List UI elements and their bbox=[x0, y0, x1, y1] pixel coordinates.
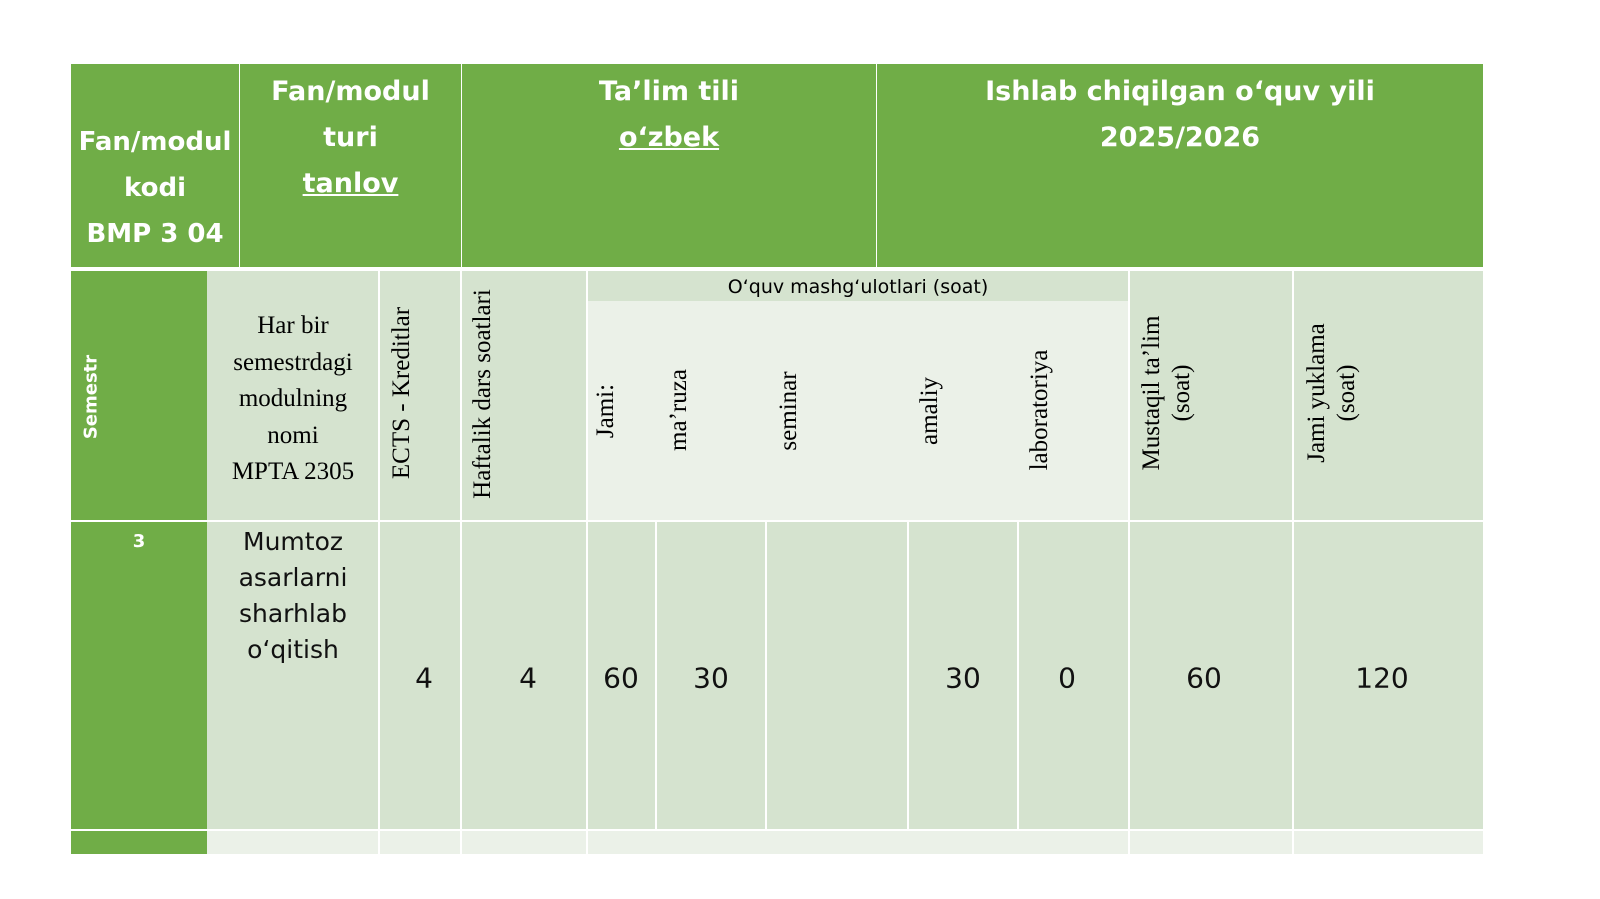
bottom-strip bbox=[207, 831, 1483, 854]
lab-header: laboratoriya bbox=[1026, 349, 1053, 471]
weekly-hours-value: 4 bbox=[519, 661, 537, 695]
semestr-value: 3 bbox=[132, 531, 146, 552]
total-header: Jami: bbox=[592, 383, 619, 439]
practical-header: amaliy bbox=[916, 376, 943, 446]
code-value: BMP 3 04 bbox=[86, 219, 224, 249]
type-header-cell bbox=[240, 64, 461, 267]
type-value: tanlov bbox=[302, 168, 399, 199]
practical-value: 30 bbox=[945, 661, 981, 695]
module-name-header: Har bir semestrdagi modulning nomi MPTA … bbox=[231, 312, 355, 485]
type-header-text: Fan/modul turi tanlov bbox=[240, 69, 461, 207]
language-value: o‘zbek bbox=[618, 122, 720, 153]
language-label: Ta’lim tili bbox=[598, 76, 740, 107]
year-value: 2025/2026 bbox=[1099, 122, 1261, 153]
year-label: Ishlab chiqilgan o‘quv yili bbox=[985, 76, 1375, 107]
weekly-hours-header: Haftalik dars soatlari bbox=[469, 289, 496, 499]
total-load-value: 120 bbox=[1355, 661, 1409, 695]
seminar-header: seminar bbox=[775, 371, 802, 451]
semestr-column bbox=[71, 271, 207, 854]
data-row-background bbox=[207, 521, 1483, 831]
independent-value: 60 bbox=[1186, 661, 1222, 695]
language-header-cell bbox=[462, 64, 876, 267]
training-group-header: O‘quv mashg‘ulotlari (soat) bbox=[727, 276, 989, 298]
semestr-header: Semestr bbox=[80, 354, 102, 440]
total-value: 60 bbox=[603, 661, 639, 695]
independent-header: Mustaqil ta’lim (soat) bbox=[1138, 315, 1195, 471]
code-header-cell: Fan/modul kodi BMP 3 04 bbox=[71, 64, 239, 267]
code-label: Fan/modul kodi bbox=[78, 127, 232, 203]
language-header-text: Ta’lim tili o‘zbek bbox=[462, 69, 876, 161]
total-load-header: Jami yuklama (soat) bbox=[1303, 323, 1360, 463]
ects-header: ECTS - Kreditlar bbox=[388, 306, 415, 480]
ects-value: 4 bbox=[415, 661, 433, 695]
lecture-value: 30 bbox=[693, 661, 729, 695]
year-header-cell bbox=[877, 64, 1483, 267]
module-name-value: Mumtoz asarlarni sharhlab o‘qitish bbox=[238, 527, 348, 664]
lecture-header: ma’ruza bbox=[665, 369, 692, 451]
lab-value: 0 bbox=[1058, 661, 1076, 695]
training-subheader-background bbox=[588, 301, 1128, 521]
type-label: Fan/modul turi bbox=[271, 76, 430, 153]
year-header-text: Ishlab chiqilgan o‘quv yili 2025/2026 bbox=[877, 69, 1483, 161]
